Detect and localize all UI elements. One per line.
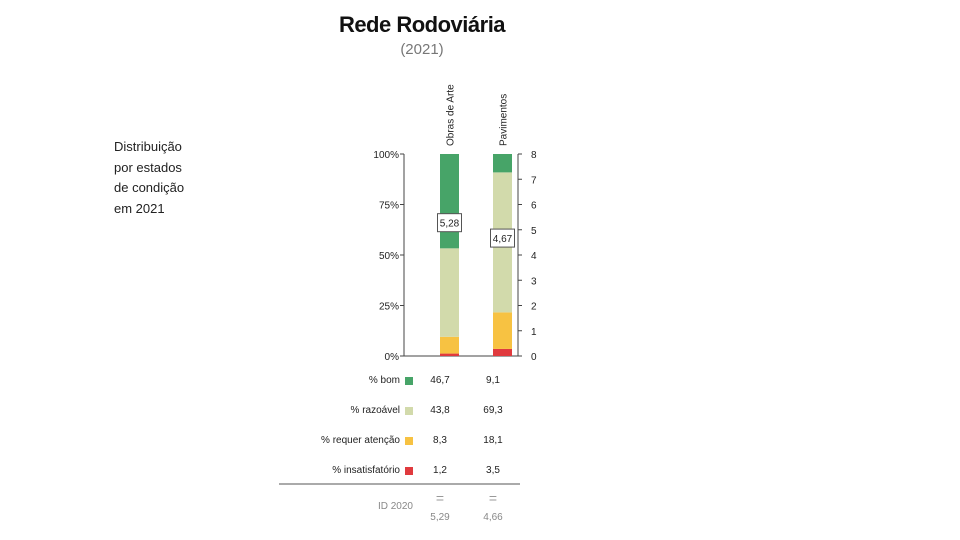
left-axis-tick-label: 50%: [379, 251, 399, 262]
equal-sign-icon: =: [436, 490, 444, 506]
chart-title: Rede Rodoviária: [338, 12, 506, 37]
right-axis-tick-label: 3: [531, 276, 537, 287]
legend-label: % bom: [369, 375, 400, 386]
index-value-label: 5,28: [440, 219, 460, 230]
table-value: 18,1: [483, 435, 503, 446]
bar-segment: [440, 248, 459, 337]
bar-segment: [493, 154, 512, 173]
chart-subtitle: (2021): [400, 41, 444, 58]
table-value: 43,8: [430, 405, 450, 416]
legend-swatch: [405, 467, 413, 475]
bar-segment: [493, 348, 512, 356]
table-value: 8,3: [433, 435, 447, 446]
right-axis-tick-label: 1: [531, 327, 537, 338]
side-label-line: de condição: [114, 180, 185, 195]
left-axis-tick-label: 0%: [385, 352, 400, 363]
side-label-line: Distribuição: [114, 139, 182, 154]
bar-segment: [493, 312, 512, 349]
table-value: 46,7: [430, 375, 450, 386]
right-axis-tick-label: 6: [531, 201, 537, 212]
right-axis-tick-label: 7: [531, 175, 537, 186]
left-axis-tick-label: 25%: [379, 302, 399, 313]
previous-value: 5,29: [430, 512, 450, 523]
legend-label: % razoável: [351, 405, 400, 416]
category-label: Pavimentos: [499, 94, 510, 146]
bar-segment: [440, 336, 459, 354]
right-axis-tick-label: 2: [531, 302, 537, 313]
index-value-label: 4,67: [493, 234, 513, 245]
table-value: 69,3: [483, 405, 503, 416]
index-box: [490, 228, 515, 248]
previous-value: 4,66: [483, 512, 503, 523]
right-axis-tick-label: 0: [531, 352, 537, 363]
table-value: 3,5: [486, 465, 500, 476]
right-axis-tick-label: 8: [531, 150, 537, 161]
legend-swatch: [405, 407, 413, 415]
equal-sign-icon: =: [489, 490, 497, 506]
index-box: [437, 213, 462, 233]
bar-segment: [440, 154, 459, 249]
right-axis-tick-label: 4: [531, 251, 537, 262]
table-value: 1,2: [433, 465, 447, 476]
previous-year-label: ID 2020: [378, 501, 413, 512]
table-value: 9,1: [486, 375, 500, 386]
bar-segment: [440, 353, 459, 356]
legend-swatch: [405, 437, 413, 445]
legend-swatch: [405, 377, 413, 385]
legend-label: % requer atenção: [321, 435, 400, 446]
side-label: Distribuição por estados de condição em …: [114, 137, 234, 219]
side-label-line: por estados: [114, 159, 182, 175]
category-label: Obras de Arte: [446, 84, 457, 146]
left-axis-tick-label: 75%: [379, 201, 399, 212]
left-axis-tick-label: 100%: [373, 150, 399, 161]
right-axis-tick-label: 5: [531, 226, 537, 237]
side-label-line: em 2021: [114, 200, 165, 216]
legend-label: % insatisfatório: [332, 465, 400, 476]
